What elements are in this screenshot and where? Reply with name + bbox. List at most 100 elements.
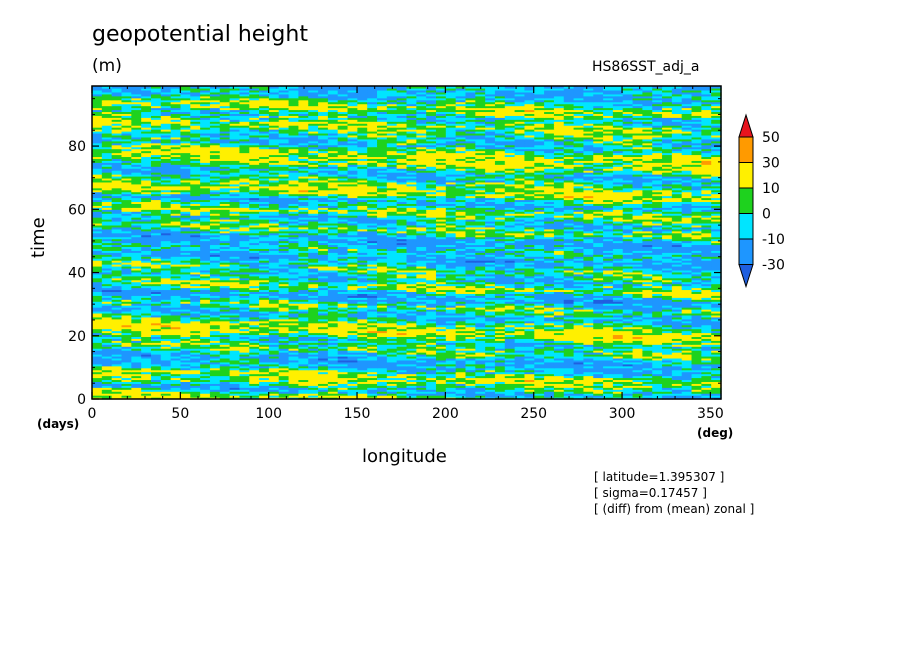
heatmap-cell [318,303,329,306]
heatmap-cell [544,395,555,398]
heatmap-cell [278,297,290,300]
heatmap-cell [367,352,378,355]
heatmap-cell [327,316,339,320]
heatmap-cell [170,314,182,318]
heatmap-cell [691,393,702,396]
heatmap-cell [494,367,506,371]
heatmap-cell [219,348,231,351]
heatmap-cell [435,326,447,330]
heatmap-cell [681,310,693,314]
heatmap-cell [642,348,653,351]
heatmap-cell [259,354,270,357]
heatmap-cell [671,293,683,296]
heatmap-cell [524,275,535,279]
heatmap-cell [603,346,614,349]
heatmap-cell [396,369,408,373]
heatmap-cell [603,348,614,351]
heatmap-cell [445,373,457,377]
heatmap-cell [583,336,594,339]
heatmap-cell [485,389,496,392]
heatmap-cell [583,361,594,365]
heatmap-cell [465,377,476,381]
heatmap-cell [327,293,339,296]
heatmap-cell [337,340,349,343]
heatmap-cell [534,318,545,322]
heatmap-cell [219,350,231,353]
heatmap-cell [337,326,349,330]
heatmap-cell [514,305,526,308]
heatmap-cell [377,309,388,312]
heatmap-cell [219,336,231,339]
heatmap-cell [396,307,408,310]
heatmap-cell [583,285,594,289]
heatmap-cell [357,393,368,396]
heatmap-cell [662,303,673,306]
heatmap-cell [553,316,565,320]
heatmap-cell [150,377,162,381]
heatmap-cell [622,328,634,332]
heatmap-cell [504,336,516,339]
heatmap-cell [278,391,290,394]
heatmap-cell [298,391,309,394]
heatmap-cell [524,336,535,339]
heatmap-cell [357,285,368,289]
heatmap-cell [504,314,516,318]
heatmap-cell [170,303,182,306]
heatmap-cell [711,275,722,279]
heatmap-cell [121,375,132,379]
heatmap-cell [524,387,535,390]
heatmap-cell [259,301,270,304]
heatmap-cell [111,393,123,396]
heatmap-cell [180,293,191,296]
heatmap-cell [396,314,408,318]
heatmap-cell [219,330,231,334]
heatmap-cell [219,281,231,285]
heatmap-cell [475,277,486,281]
heatmap-cell [180,377,191,381]
heatmap-cell [662,287,673,291]
heatmap-cell [455,373,467,377]
heatmap-cell [681,367,693,371]
heatmap-cell [406,346,417,349]
heatmap-cell [573,293,585,296]
heatmap-cell [553,336,565,339]
heatmap-cell [367,357,378,361]
heatmap-cell [691,316,702,320]
heatmap-cell [200,289,211,293]
heatmap-cell [711,295,722,298]
heatmap-cell [671,332,683,336]
heatmap-cell [249,279,260,283]
heatmap-cell [475,391,486,394]
heatmap-cell [671,387,683,390]
heatmap-cell [455,371,467,375]
heatmap-cell [583,281,594,285]
heatmap-cell [239,273,250,277]
heatmap-cell [101,359,113,363]
heatmap-cell [593,385,604,388]
heatmap-cell [553,291,565,294]
heatmap-cell [278,342,290,345]
heatmap-cell [603,373,614,377]
heatmap-cell [652,289,663,293]
heatmap-cell [485,344,496,347]
heatmap-cell [121,301,132,304]
heatmap-cell [141,299,152,302]
heatmap-cell [200,275,211,279]
heatmap-cell [504,324,516,328]
heatmap-cell [259,361,270,365]
heatmap-cell [494,354,506,357]
heatmap-cell [268,383,280,386]
heatmap-cell [671,314,683,318]
heatmap-cell [524,283,535,287]
heatmap-cell [298,273,309,277]
heatmap-cell [494,381,506,384]
heatmap-cell [563,357,575,361]
heatmap-cell [544,383,555,386]
heatmap-cell [465,334,476,337]
heatmap-cell [259,387,270,390]
heatmap-cell [406,307,417,310]
heatmap-cell [337,320,349,324]
heatmap-cell [190,303,201,306]
heatmap-cell [465,320,476,324]
heatmap-cell [524,375,535,379]
